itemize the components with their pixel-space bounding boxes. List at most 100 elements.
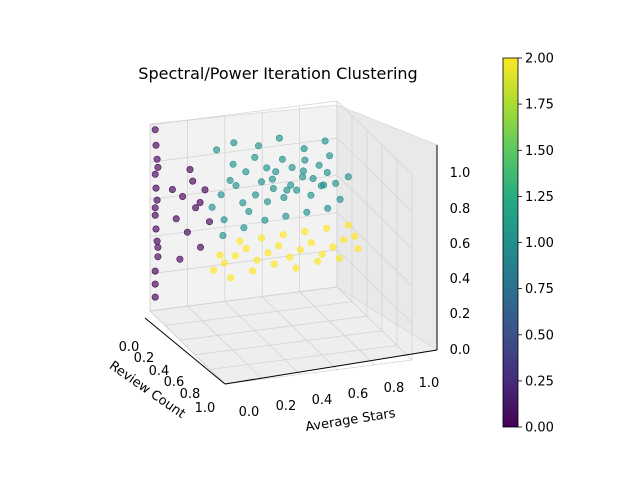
cluster-2-point (253, 256, 261, 264)
cluster-0-point (153, 196, 161, 204)
cluster-2-point (354, 245, 362, 253)
grid-line (299, 291, 375, 366)
chart-title: Spectral/Power Iteration Clustering (138, 64, 417, 83)
grid-line (149, 100, 338, 126)
x-tick-label: 0.2 (134, 351, 155, 366)
cluster-2-point (335, 254, 343, 262)
cluster-2-point (344, 221, 352, 229)
grid-line (224, 359, 413, 385)
cluster-1-point (301, 156, 309, 164)
colorbar-tick-label: 1.75 (525, 98, 554, 113)
cluster-2-point (236, 237, 244, 245)
y-tick-label: 0.6 (348, 387, 369, 402)
cluster-1-point (321, 137, 329, 145)
y-tick-label: 0.2 (276, 399, 297, 414)
z-tick-label: 0.2 (450, 307, 471, 322)
grid-line (336, 137, 413, 212)
cluster-1-point (332, 179, 340, 187)
grid-line (179, 315, 368, 341)
cluster-1-point (303, 208, 311, 216)
cluster-2-point (329, 243, 337, 251)
x-tick-label: 0.6 (164, 375, 185, 390)
cluster-1-point (323, 169, 331, 177)
cluster-1-point (344, 173, 352, 181)
cluster-1-point (283, 186, 291, 194)
grid-line (336, 175, 413, 249)
cluster-1-point (324, 204, 332, 212)
y-tick-label: 0.4 (312, 393, 333, 408)
cluster-2-point (220, 259, 228, 267)
cluster-2-point (292, 264, 300, 272)
cluster-2-point (216, 251, 224, 259)
cluster-0-point (206, 218, 214, 226)
cluster-0-point (201, 186, 209, 194)
x-tick-label: 0.8 (180, 387, 201, 402)
cluster-1-point (255, 142, 263, 150)
x-tick-label: 1.0 (195, 401, 216, 416)
cluster-0-point (151, 211, 159, 219)
cluster-1-point (242, 168, 250, 176)
cluster-2-point (275, 242, 283, 250)
cluster-2-point (257, 234, 265, 242)
cluster-1-point (232, 182, 240, 190)
colorbar-gradient (502, 57, 519, 428)
cluster-1-point (230, 139, 238, 147)
cluster-2-point (314, 257, 322, 265)
cluster-0-point (151, 126, 159, 134)
cluster-0-point (186, 166, 194, 174)
cluster-0-point (189, 177, 197, 185)
cluster-1-point (336, 195, 344, 203)
cluster-1-point (280, 194, 288, 202)
cluster-0-point (153, 155, 161, 163)
colorbar-tick-label: 2.00 (525, 52, 554, 67)
cluster-2-point (318, 250, 326, 258)
colorbar-tick-label: 0.25 (525, 374, 554, 389)
x-tick-label: 0.0 (119, 340, 140, 355)
colorbar: 0.00 0.25 0.50 0.75 1.00 1.25 1.50 1.75 2.00 (502, 52, 554, 436)
x-axis-label: Review Count (106, 358, 188, 421)
grid-line (149, 310, 226, 385)
grid-line (149, 286, 338, 312)
cluster-1-point (293, 186, 301, 194)
cluster-2-point (301, 228, 309, 236)
z-tick-label: 0.6 (450, 237, 471, 252)
y-tick-labels: 0.0 0.2 0.4 0.6 0.8 1.0 (239, 376, 440, 420)
z-tick-label: 0.4 (450, 272, 471, 287)
cluster-2-point (242, 245, 250, 253)
colorbar-tick-label: 1.00 (525, 236, 554, 251)
grid-line (224, 301, 301, 375)
grid-line (209, 345, 398, 370)
y-tick-label: 1.0 (419, 376, 440, 391)
cluster-1-point (257, 178, 265, 186)
grid-line (261, 296, 338, 370)
cluster-1-point (226, 176, 234, 184)
cluster-0-point (168, 186, 176, 194)
cluster-1-point (307, 191, 315, 199)
y-tick-label: 0.8 (384, 381, 405, 396)
z-tick-label: 0.0 (450, 343, 471, 358)
cluster-0-point (197, 243, 205, 251)
cluster-0-point (154, 163, 162, 171)
cluster-1-point (278, 155, 286, 163)
cluster-1-point (251, 153, 259, 161)
cluster-1-point (240, 224, 248, 232)
cluster-2-point (351, 232, 359, 240)
colorbar-ticks: 0.00 0.25 0.50 0.75 1.00 1.25 1.50 1.75 2.00 (518, 52, 554, 436)
grid-line (187, 305, 263, 380)
cluster-2-point (307, 239, 315, 247)
cluster-0-point (154, 253, 162, 261)
cluster-1-point (219, 232, 227, 240)
cluster-1-point (263, 198, 271, 206)
scatter-points (151, 126, 362, 301)
cluster-0-point (152, 225, 160, 233)
cluster-2-point (279, 231, 287, 239)
cluster-0-point (151, 204, 159, 212)
cluster-1-point (217, 191, 225, 199)
axis-lines (144, 145, 438, 385)
cluster-1-point (299, 173, 307, 181)
cluster-0-point (152, 184, 160, 192)
cluster-1-point (272, 168, 280, 176)
cluster-1-point (315, 161, 323, 169)
cluster-0-point (151, 267, 159, 275)
grid-line (336, 286, 413, 361)
